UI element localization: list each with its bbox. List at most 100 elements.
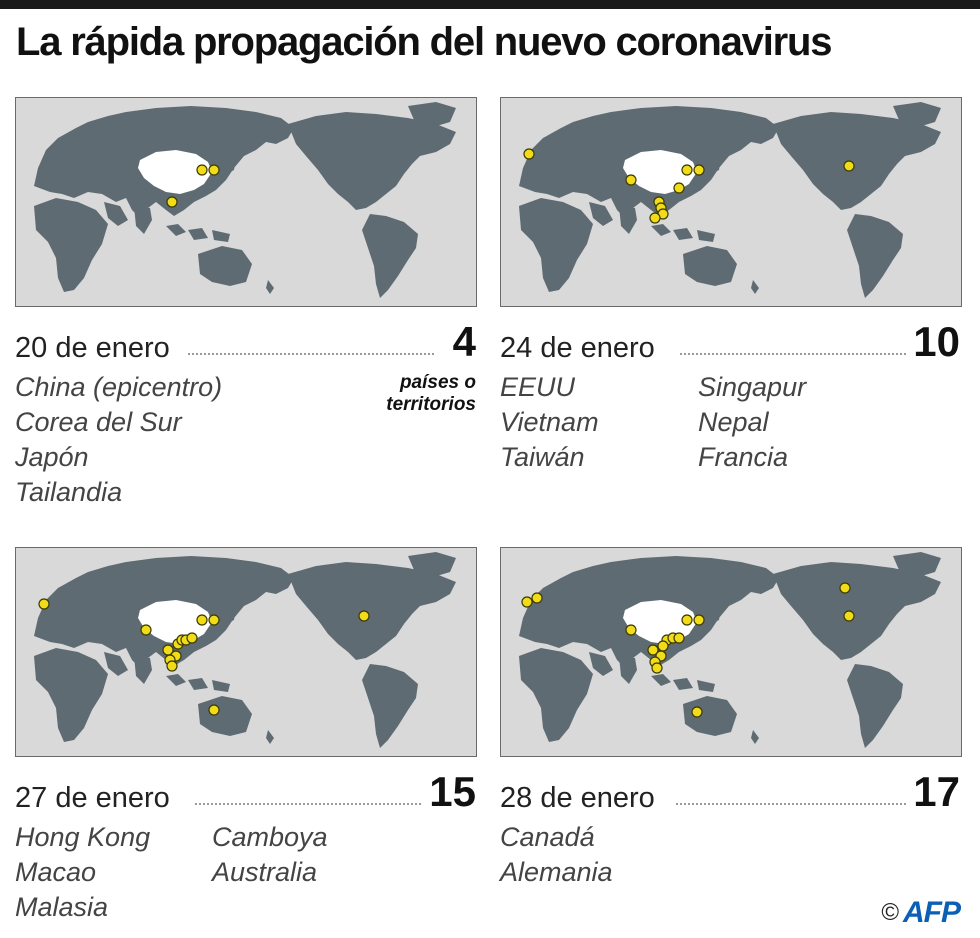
case-dot xyxy=(693,614,705,626)
landmass xyxy=(893,552,941,578)
country-label: Malasia xyxy=(15,892,109,922)
landmass xyxy=(362,664,418,748)
panel-2-count: 10 xyxy=(913,318,960,365)
landmass xyxy=(651,674,715,692)
landmass xyxy=(408,552,456,578)
landmass xyxy=(224,152,236,174)
country-label: Hong Kong xyxy=(15,822,151,852)
landmass xyxy=(224,602,236,624)
landmass xyxy=(589,202,613,226)
case-dot xyxy=(691,706,703,718)
panel-4-date: 28 de enero xyxy=(500,782,655,814)
case-dot xyxy=(196,614,208,626)
landmass xyxy=(266,730,274,744)
panel-1-count: 4 xyxy=(452,318,476,365)
country-label: EEUU xyxy=(500,372,576,402)
landmass xyxy=(198,246,252,286)
map-panel-3-svg xyxy=(16,548,476,756)
landmass xyxy=(773,562,941,660)
page-title: La rápida propagación del nuevo coronavi… xyxy=(16,20,832,64)
landmass xyxy=(683,246,737,286)
panel-4-leader xyxy=(676,803,906,805)
case-dot xyxy=(673,632,685,644)
map-panel-4-svg xyxy=(501,548,961,756)
panel-1-leader xyxy=(188,353,434,355)
map-panel-2-svg xyxy=(501,98,961,306)
country-label: Japón xyxy=(15,442,89,472)
landmass xyxy=(104,202,128,226)
panel-3-leader xyxy=(195,803,421,805)
panel-3-count: 15 xyxy=(429,768,476,815)
landmass xyxy=(619,656,637,684)
copyright-icon: © xyxy=(881,899,899,926)
landmass xyxy=(751,730,759,744)
landmass xyxy=(408,102,456,128)
map-panel-1 xyxy=(15,97,477,307)
case-dot xyxy=(693,164,705,176)
case-dot xyxy=(523,148,535,160)
landmass xyxy=(619,206,637,234)
country-label: Nepal xyxy=(698,407,769,437)
case-dot xyxy=(531,592,543,604)
case-dot xyxy=(647,644,659,656)
landmass xyxy=(134,656,152,684)
case-dot xyxy=(208,704,220,716)
case-dot xyxy=(38,598,50,610)
landmass xyxy=(166,224,230,242)
unit-label-line1: países o xyxy=(399,372,476,393)
case-dot xyxy=(843,610,855,622)
country-label: Canadá xyxy=(500,822,595,852)
landmass xyxy=(709,152,721,174)
panel-2-date: 24 de enero xyxy=(500,332,655,364)
country-label: Vietnam xyxy=(500,407,599,437)
landmass xyxy=(751,280,759,294)
case-dot xyxy=(839,582,851,594)
panel-2-leader xyxy=(680,353,906,355)
landmass xyxy=(34,198,108,292)
country-label: Camboya xyxy=(212,822,328,852)
country-label: China (epicentro) xyxy=(15,372,223,402)
map-panel-4 xyxy=(500,547,962,757)
country-label: Tailandia xyxy=(15,477,123,507)
case-dot xyxy=(657,640,669,652)
landmass xyxy=(288,562,456,660)
landmass xyxy=(362,214,418,298)
case-dot xyxy=(651,662,663,674)
case-dot xyxy=(625,174,637,186)
country-label: Australia xyxy=(212,857,318,887)
unit-label-line2: territorios xyxy=(386,394,476,415)
top-bar xyxy=(0,0,980,9)
case-dot xyxy=(521,596,533,608)
case-dot xyxy=(166,660,178,672)
landmass xyxy=(166,674,230,692)
landmass xyxy=(847,664,903,748)
case-dot xyxy=(140,624,152,636)
case-dot xyxy=(166,196,178,208)
country-label: Francia xyxy=(698,442,789,472)
case-dot xyxy=(208,164,220,176)
landmass xyxy=(709,602,721,624)
case-dot xyxy=(649,212,661,224)
landmass xyxy=(519,198,593,292)
landmass xyxy=(519,648,593,742)
landmass xyxy=(134,206,152,234)
landmass xyxy=(34,648,108,742)
map-panel-3 xyxy=(15,547,477,757)
credit: © AFP xyxy=(881,896,961,929)
landmass xyxy=(847,214,903,298)
case-dot xyxy=(843,160,855,172)
panel-1-date: 20 de enero xyxy=(15,332,170,364)
map-panel-2 xyxy=(500,97,962,307)
landmass xyxy=(893,102,941,128)
country-label: Macao xyxy=(15,857,97,887)
landmass xyxy=(651,224,715,242)
case-dot xyxy=(625,624,637,636)
case-dot xyxy=(681,614,693,626)
case-dot xyxy=(196,164,208,176)
landmass xyxy=(683,696,737,736)
panel-3-date: 27 de enero xyxy=(15,782,170,814)
case-dot xyxy=(673,182,685,194)
case-dot xyxy=(186,632,198,644)
case-dot xyxy=(681,164,693,176)
afp-logo: AFP xyxy=(903,896,961,929)
